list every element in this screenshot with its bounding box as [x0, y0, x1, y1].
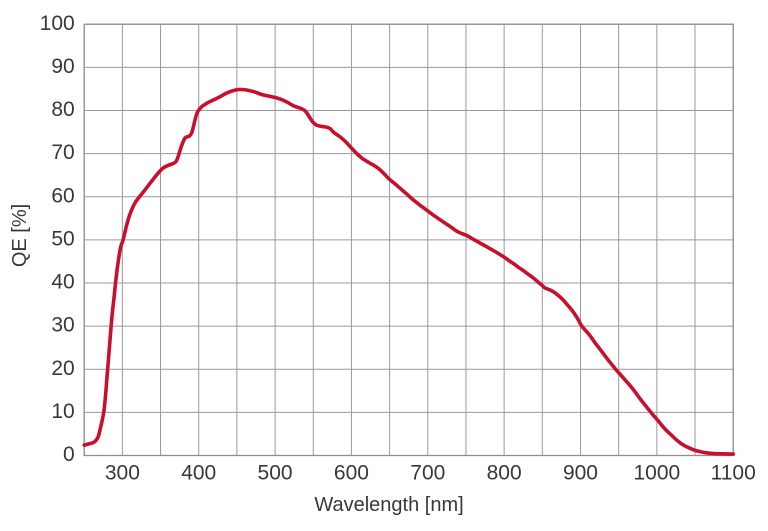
svg-text:10: 10 — [51, 400, 74, 423]
svg-text:100: 100 — [40, 12, 75, 35]
svg-text:1100: 1100 — [711, 462, 756, 485]
svg-text:1000: 1000 — [633, 462, 680, 485]
svg-text:900: 900 — [563, 462, 598, 485]
svg-text:300: 300 — [105, 462, 140, 485]
svg-text:QE [%]: QE [%] — [9, 204, 31, 267]
svg-text:50: 50 — [51, 227, 74, 250]
svg-text:70: 70 — [51, 141, 74, 164]
svg-text:600: 600 — [334, 462, 369, 485]
svg-text:40: 40 — [51, 271, 74, 294]
svg-text:0: 0 — [63, 443, 75, 466]
svg-text:400: 400 — [181, 462, 216, 485]
svg-text:Wavelength [nm]: Wavelength [nm] — [314, 494, 463, 516]
svg-text:90: 90 — [51, 55, 74, 78]
svg-text:80: 80 — [51, 98, 74, 121]
svg-text:20: 20 — [51, 357, 74, 380]
svg-text:60: 60 — [51, 184, 74, 207]
svg-text:800: 800 — [487, 462, 522, 485]
svg-text:500: 500 — [258, 462, 293, 485]
svg-text:700: 700 — [410, 462, 445, 485]
svg-text:30: 30 — [51, 314, 74, 337]
